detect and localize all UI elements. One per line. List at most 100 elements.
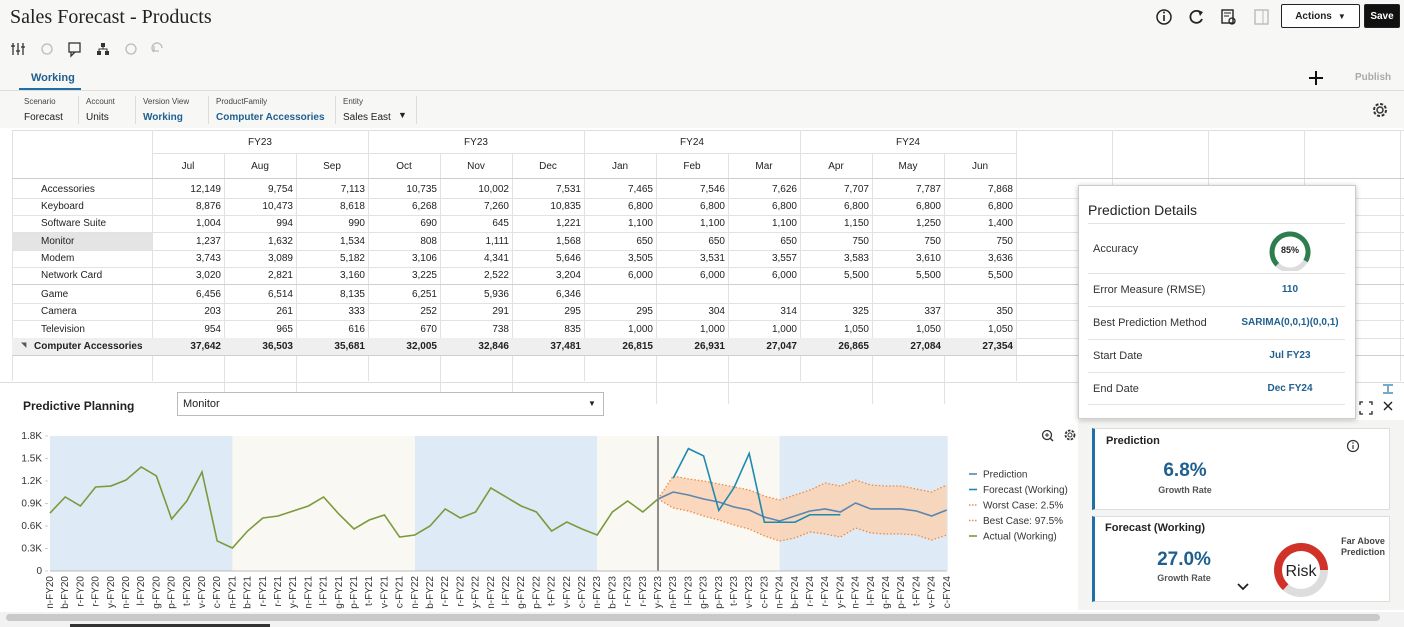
pov-separator	[335, 96, 336, 124]
cell: 26,931	[694, 341, 725, 352]
cell: 738	[492, 324, 509, 335]
grid-column-line	[728, 153, 729, 404]
details-title: Prediction Details	[1088, 202, 1197, 218]
comment-icon[interactable]	[68, 42, 81, 58]
add-icon[interactable]	[1307, 69, 1325, 87]
cell: 3,743	[195, 253, 221, 264]
pov-value: Sales East	[343, 112, 391, 123]
month-header: Apr	[828, 161, 844, 172]
y-tick-label: 1.2K	[21, 476, 42, 487]
cell: 6,000	[699, 270, 725, 281]
pov-separator	[208, 96, 209, 124]
cell: 750	[924, 236, 941, 247]
y-tick-label: 0.3K	[21, 544, 42, 555]
grid-column-line	[296, 153, 297, 404]
publish-button[interactable]: Publish	[1355, 72, 1392, 83]
cell: 3,583	[843, 253, 869, 264]
cell: 12,149	[190, 184, 221, 195]
cell: 650	[708, 236, 725, 247]
cell: 8,618	[339, 201, 365, 212]
pov-separator	[416, 96, 417, 124]
tab-working[interactable]: Working	[31, 72, 75, 84]
row-divider	[12, 355, 1404, 356]
cell: 27,084	[910, 341, 941, 352]
cell: 6,800	[987, 201, 1013, 212]
details-divider	[1088, 404, 1345, 405]
cell: 750	[996, 236, 1013, 247]
grid-header-line	[152, 153, 1016, 154]
panel-icon[interactable]	[1254, 9, 1269, 25]
cell: 325	[852, 306, 869, 317]
info-icon[interactable]	[1156, 9, 1172, 25]
info-icon[interactable]	[1345, 438, 1361, 454]
x-tick-label: g-FY21	[334, 576, 345, 609]
row-label: Computer Accessories	[34, 341, 143, 352]
cell: 1,250	[915, 218, 941, 229]
cell: 350	[996, 306, 1013, 317]
grid-column-line	[800, 130, 801, 381]
cell: 3,089	[267, 253, 293, 264]
grid-column-line	[368, 130, 369, 381]
cell: 3,160	[339, 270, 365, 281]
grid-column-line	[584, 130, 585, 381]
details-divider	[1088, 306, 1345, 307]
row-divider	[12, 320, 1404, 321]
actions-button[interactable]: Actions ▼	[1281, 4, 1360, 28]
x-tick-label: t-FY24	[911, 576, 922, 606]
cell: 7,707	[843, 184, 869, 195]
month-header: Feb	[683, 161, 701, 172]
details-value: SARIMA(0,0,1)(0,0,1)	[1241, 317, 1339, 328]
cell: 965	[276, 324, 293, 335]
y-tick-label: 0.6K	[21, 521, 42, 532]
series-line	[672, 447, 841, 524]
x-tick-label: p-FY21	[349, 576, 360, 609]
expand-triangle: ◥	[21, 342, 27, 349]
cube-icon[interactable]	[41, 43, 53, 55]
collapse-icon[interactable]	[1383, 384, 1393, 394]
x-tick-label: y-FY22	[471, 576, 482, 609]
x-tick-label: t-FY23	[729, 576, 740, 606]
card-status: Far Above Prediction	[1340, 536, 1385, 557]
month-header: Jul	[181, 161, 195, 172]
x-tick-label: r-FY23	[638, 576, 649, 607]
expand-icon[interactable]	[1358, 400, 1374, 416]
x-tick-label: l-FY20	[136, 576, 147, 606]
cell: 6,514	[267, 289, 293, 300]
save-button[interactable]: Save	[1364, 4, 1400, 28]
zoom-icon[interactable]	[1041, 429, 1054, 442]
x-tick-label: b-FY20	[60, 576, 71, 609]
hierarchy-icon[interactable]	[97, 43, 109, 55]
close-icon[interactable]	[1383, 401, 1393, 411]
x-tick-label: n-FY20	[45, 576, 56, 609]
cell: 1,100	[627, 218, 653, 229]
month-header: Oct	[396, 161, 412, 172]
chevron-down[interactable]	[1235, 581, 1251, 593]
row-highlight	[12, 233, 152, 250]
row-divider	[12, 232, 1404, 233]
undo-icon[interactable]	[151, 42, 163, 53]
cell: 295	[636, 306, 653, 317]
x-tick-label: r-FY21	[273, 576, 284, 607]
dropdown-caret: ▼	[398, 110, 407, 120]
details-value: Jul FY23	[1269, 350, 1311, 361]
cell: 7,113	[340, 184, 365, 195]
refresh-icon[interactable]	[1189, 9, 1203, 24]
x-tick-label: v-FY23	[744, 576, 755, 609]
inspect-icon[interactable]	[1221, 9, 1236, 25]
cell: 1,100	[699, 218, 725, 229]
member-select[interactable]: Monitor ▼	[177, 392, 604, 416]
cell: 7,626	[771, 184, 797, 195]
cell: 7,260	[483, 201, 509, 212]
cell: 6,800	[843, 201, 869, 212]
x-tick-label: v-FY21	[379, 576, 390, 609]
adjust-icon[interactable]	[11, 43, 25, 55]
x-tick-label: c-FY20	[212, 576, 223, 609]
chart-settings-icon[interactable]	[1064, 429, 1076, 441]
cell: 3,106	[411, 253, 437, 264]
cell: 6,268	[411, 201, 437, 212]
scrollbar-thumb[interactable]	[6, 614, 1380, 621]
cell: 32,846	[478, 341, 509, 352]
history-icon[interactable]	[125, 43, 137, 55]
x-tick-label: t-FY20	[182, 576, 193, 606]
settings-icon[interactable]	[1370, 100, 1390, 120]
